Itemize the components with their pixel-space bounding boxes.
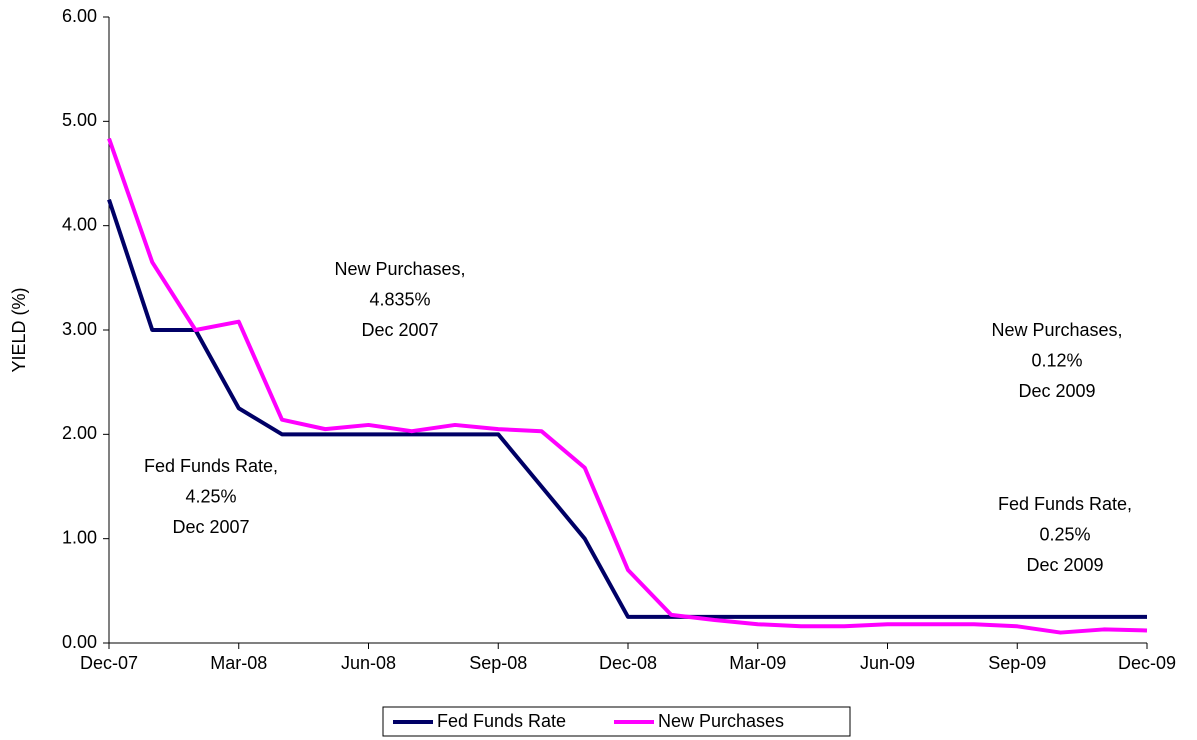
y-tick-label: 4.00 — [62, 214, 97, 234]
x-tick-label: Dec-08 — [599, 653, 657, 673]
y-tick-label: 2.00 — [62, 423, 97, 443]
series-line — [107, 198, 1147, 619]
x-tick-label: Sep-08 — [469, 653, 527, 673]
y-tick-label: 5.00 — [62, 110, 97, 130]
annotation: 0.25% — [1039, 524, 1090, 544]
y-axis-label: YIELD (%) — [9, 287, 29, 372]
annotation: Dec 2009 — [1026, 555, 1103, 575]
y-tick-label: 0.00 — [62, 632, 97, 652]
annotation: Fed Funds Rate, — [144, 456, 278, 476]
annotation: Dec 2007 — [172, 517, 249, 537]
annotation: 4.25% — [185, 486, 236, 506]
annotation: 4.835% — [369, 289, 430, 309]
y-tick-label: 1.00 — [62, 527, 97, 547]
y-tick-label: 3.00 — [62, 319, 97, 339]
x-tick-label: Mar-09 — [729, 653, 786, 673]
annotation: Fed Funds Rate, — [998, 494, 1132, 514]
annotation: 0.12% — [1031, 350, 1082, 370]
y-tick-label: 6.00 — [62, 6, 97, 26]
legend-label: New Purchases — [658, 711, 784, 731]
x-tick-label: Dec-09 — [1118, 653, 1176, 673]
annotation: New Purchases, — [991, 320, 1122, 340]
annotation: Dec 2009 — [1018, 381, 1095, 401]
x-tick-label: Sep-09 — [988, 653, 1046, 673]
legend-label: Fed Funds Rate — [437, 711, 566, 731]
annotation: Dec 2007 — [361, 320, 438, 340]
x-tick-label: Dec-07 — [80, 653, 138, 673]
x-tick-label: Jun-09 — [860, 653, 915, 673]
x-tick-label: Jun-08 — [341, 653, 396, 673]
series-line — [107, 137, 1148, 635]
annotation: New Purchases, — [334, 259, 465, 279]
x-tick-label: Mar-08 — [210, 653, 267, 673]
